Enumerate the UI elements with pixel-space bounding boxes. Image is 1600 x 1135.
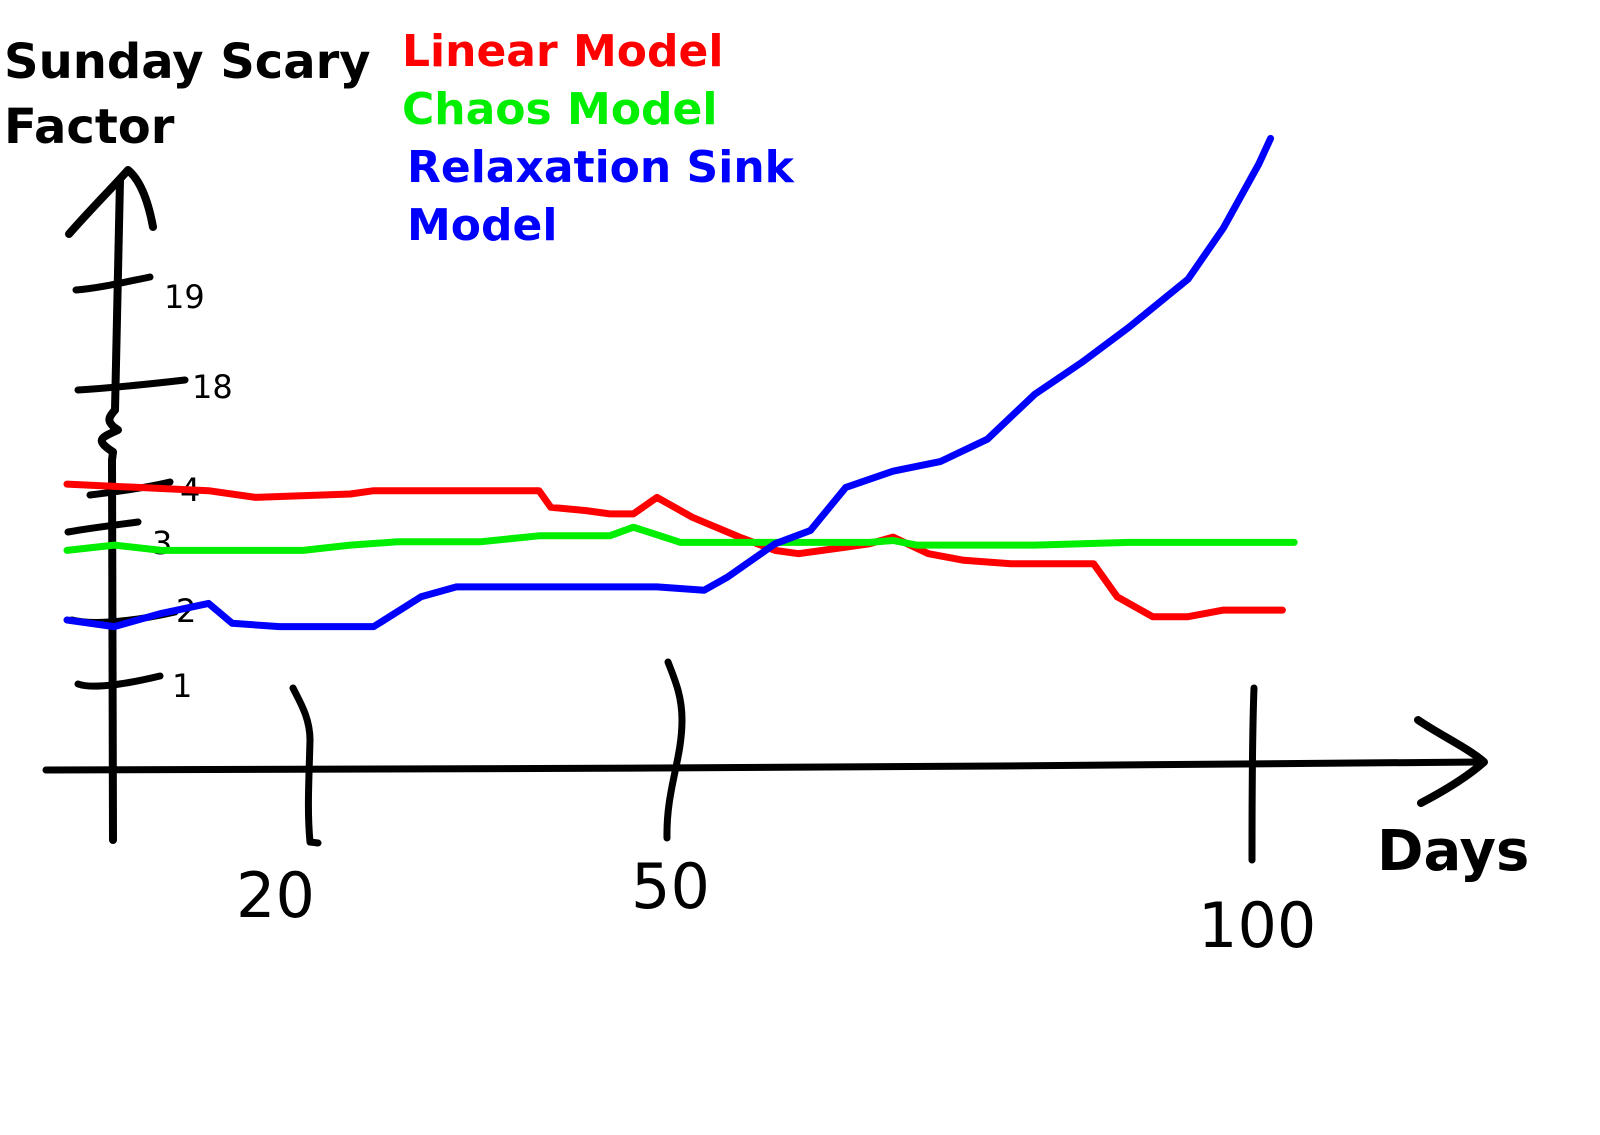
ytick-mark-19 — [72, 273, 154, 294]
xtick-mark-100 — [1248, 684, 1258, 864]
legend-label-0-0: Linear Model — [402, 26, 723, 77]
xtick-mark-20 — [289, 684, 322, 847]
legend-label-1-0: Chaos Model — [402, 84, 717, 135]
series-line-2 — [63, 134, 1275, 631]
y-axis-title-line-1: Sunday Scary — [4, 34, 371, 90]
ytick-mark-1 — [74, 672, 164, 690]
y-axis-break — [97, 406, 122, 456]
xtick-label: 20 — [236, 859, 315, 932]
y-axis-arrowhead — [65, 166, 157, 238]
legend-label-2-1: Model — [407, 200, 557, 251]
x-axis-title: Days — [1377, 819, 1529, 884]
x-axis — [42, 758, 1484, 774]
x-axis-arrowhead — [1414, 716, 1488, 807]
y-axis-lower — [108, 448, 117, 844]
ytick-label: 3 — [152, 524, 172, 562]
xtick-label: 100 — [1198, 889, 1316, 962]
y-axis-title-line-2: Factor — [4, 99, 175, 155]
series-layer — [63, 134, 1298, 631]
series-line-1 — [63, 523, 1298, 554]
ytick-mark-18 — [74, 376, 189, 394]
xtick-label: 50 — [631, 850, 710, 923]
y-axis-upper — [111, 176, 124, 414]
ytick-mark-3 — [64, 518, 142, 536]
legend-label-2-0: Relaxation Sink — [407, 142, 796, 193]
xtick-mark-50 — [663, 658, 686, 842]
series-line-0 — [63, 480, 1286, 621]
ytick-label: 18 — [192, 368, 233, 406]
ytick-label: 19 — [164, 278, 205, 316]
ytick-label: 1 — [172, 667, 192, 705]
legend: Linear Model Chaos Model Relaxation Sink Mo… — [402, 26, 796, 251]
